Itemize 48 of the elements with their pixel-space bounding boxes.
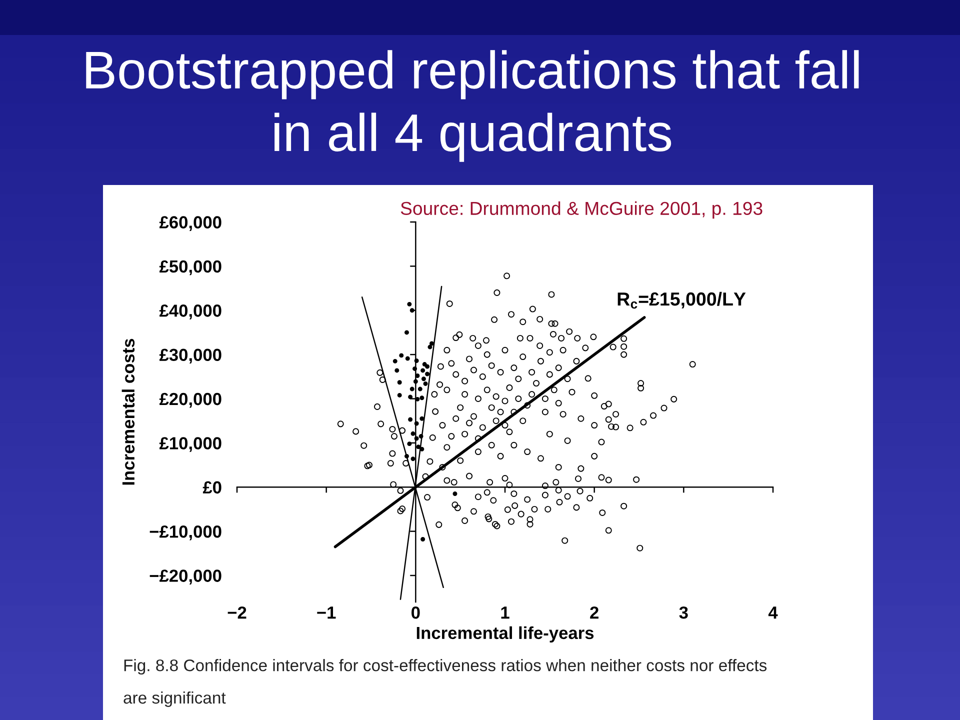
point	[397, 380, 402, 385]
y-tick-label: £10,000	[159, 437, 222, 452]
point	[399, 353, 404, 358]
y-tick-label: £0	[202, 481, 222, 494]
point	[410, 456, 416, 462]
point	[407, 302, 412, 306]
point	[420, 368, 426, 373]
source-note: Source: Drummond & McGuire 2001, p. 193	[400, 201, 762, 219]
point	[408, 417, 413, 422]
point	[404, 330, 409, 335]
series-label: R$_{c}$=£15,000/LY	[618, 292, 746, 309]
point	[397, 392, 402, 398]
y-tick-label: £30,000	[159, 348, 222, 364]
y-tick-label: −£20,000	[150, 570, 222, 584]
y-tick-label: £60,000	[159, 216, 222, 231]
point	[423, 381, 428, 386]
x-tick-label: −2	[228, 606, 246, 619]
caption: Fig. 8.8 Confidence intervals for cost-effectiveness ratios when neither costs nor effects are significant	[124, 659, 767, 707]
x-tick-label: −1	[317, 606, 336, 619]
x-tick-label: 4	[768, 606, 778, 619]
point	[392, 358, 398, 364]
point	[425, 372, 430, 376]
y-tick-label: £40,000	[159, 304, 222, 320]
point	[418, 386, 422, 392]
point	[408, 394, 413, 400]
point	[407, 442, 412, 446]
point	[420, 416, 424, 421]
point	[430, 341, 434, 346]
point	[425, 364, 430, 369]
point	[420, 396, 424, 400]
point	[394, 368, 400, 373]
point	[410, 431, 416, 436]
y-tick-label: −£10,000	[150, 525, 222, 540]
point	[452, 492, 458, 496]
x-tick-label: 2	[590, 606, 598, 619]
y-tick-label: £50,000	[159, 260, 222, 276]
point	[428, 344, 432, 350]
x-axis-title: Incremental life-years	[416, 626, 594, 643]
x-tick-label: 3	[679, 606, 688, 619]
y-tick-label: £20,000	[159, 392, 222, 408]
x-tick-label: 0	[412, 606, 420, 619]
y-axis-title: Incremental costs	[122, 338, 135, 485]
x-tick-label: 1	[501, 606, 510, 619]
chart-title: Bootstrapped replications that fall in all 4 quadrants	[86, 50, 859, 162]
point	[410, 386, 414, 392]
point	[420, 537, 426, 542]
point	[405, 356, 410, 361]
point	[421, 376, 426, 382]
